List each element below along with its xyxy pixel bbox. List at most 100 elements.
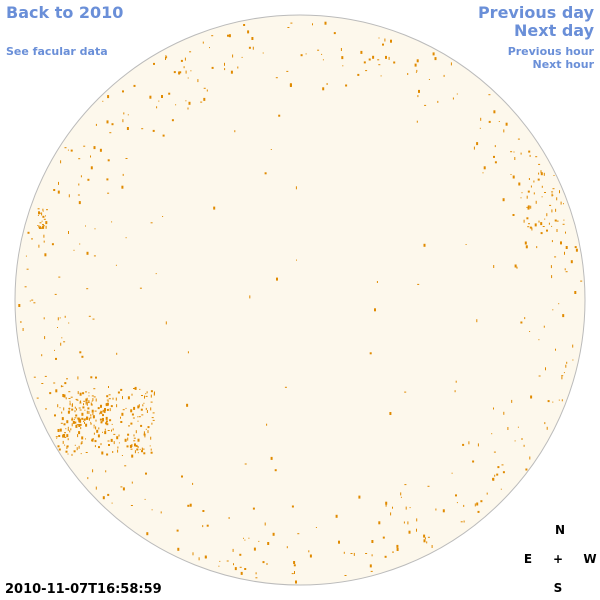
facula xyxy=(133,437,136,439)
facula xyxy=(111,221,113,223)
facula xyxy=(493,451,496,453)
facula xyxy=(67,453,69,455)
facula xyxy=(517,138,520,140)
facula xyxy=(39,212,41,214)
facula xyxy=(63,341,66,343)
facula xyxy=(75,398,78,400)
facula xyxy=(112,397,114,400)
facula xyxy=(101,411,103,415)
previous-hour-link[interactable]: Previous hour xyxy=(507,45,594,58)
facula xyxy=(529,154,531,157)
facula xyxy=(71,408,74,411)
facula xyxy=(408,530,411,534)
facula xyxy=(546,426,548,430)
facula xyxy=(378,37,380,39)
facula xyxy=(45,215,46,217)
faculae xyxy=(18,21,583,584)
facula xyxy=(94,228,96,230)
facula xyxy=(417,95,419,98)
facula xyxy=(561,399,563,402)
facula xyxy=(544,218,546,220)
facula xyxy=(29,300,31,302)
facula xyxy=(146,532,149,536)
facula xyxy=(267,542,270,545)
compass-center: + xyxy=(552,552,564,566)
facula xyxy=(452,97,454,100)
facula xyxy=(543,325,545,328)
facula xyxy=(60,422,63,424)
facula xyxy=(244,568,247,570)
facula xyxy=(426,541,428,544)
facula xyxy=(33,376,36,378)
facula xyxy=(104,428,106,431)
facula xyxy=(141,395,143,396)
facula xyxy=(493,265,495,268)
facular-link[interactable]: See facular data xyxy=(6,45,108,58)
facula xyxy=(141,447,143,451)
facula xyxy=(44,336,46,340)
facula xyxy=(127,114,129,116)
previous-day-link[interactable]: Previous day xyxy=(477,3,594,22)
facula xyxy=(79,423,82,426)
next-hour-link[interactable]: Next hour xyxy=(532,58,595,71)
facula xyxy=(541,196,543,198)
facula xyxy=(378,64,381,66)
facula xyxy=(371,540,374,543)
facula xyxy=(517,426,519,428)
back-link[interactable]: Back to 2010 xyxy=(6,3,124,22)
facula xyxy=(488,120,491,123)
facula xyxy=(86,402,88,406)
facula xyxy=(476,319,478,323)
facula xyxy=(403,521,405,524)
facula xyxy=(101,451,104,455)
facula xyxy=(150,451,153,454)
facula xyxy=(127,437,129,441)
facula xyxy=(252,46,254,50)
facula xyxy=(77,434,79,438)
facula xyxy=(177,547,180,551)
facula xyxy=(102,419,104,422)
facula xyxy=(60,342,62,346)
facula xyxy=(92,469,94,473)
facula xyxy=(83,145,86,147)
facula xyxy=(93,432,95,435)
compass-east: E xyxy=(523,552,533,566)
facula xyxy=(93,396,96,398)
facula xyxy=(71,417,73,421)
facula xyxy=(93,388,96,390)
facula xyxy=(77,376,79,380)
facula xyxy=(533,180,535,183)
facula xyxy=(428,79,430,80)
facula xyxy=(126,127,129,130)
facula xyxy=(78,431,81,435)
facula xyxy=(137,405,140,409)
facula xyxy=(198,557,200,561)
facula xyxy=(151,417,154,419)
facula xyxy=(61,385,64,387)
facula xyxy=(497,466,500,469)
next-day-link[interactable]: Next day xyxy=(514,21,594,40)
facula xyxy=(124,465,127,467)
facula xyxy=(249,295,251,299)
facula xyxy=(92,438,94,440)
facula xyxy=(42,224,44,226)
facula xyxy=(192,482,194,485)
facula xyxy=(392,551,394,553)
facula xyxy=(98,427,100,430)
facula xyxy=(468,441,470,445)
facula xyxy=(294,571,295,574)
facula xyxy=(150,394,152,398)
facula xyxy=(541,185,543,188)
facula xyxy=(416,120,418,123)
facula xyxy=(42,225,45,229)
facula xyxy=(382,43,384,46)
facula xyxy=(155,273,157,275)
facula xyxy=(137,438,140,442)
facula xyxy=(128,425,130,427)
facula xyxy=(131,454,134,458)
facula xyxy=(178,71,181,75)
facula xyxy=(488,94,491,96)
facula xyxy=(315,527,317,528)
facula xyxy=(232,54,234,58)
